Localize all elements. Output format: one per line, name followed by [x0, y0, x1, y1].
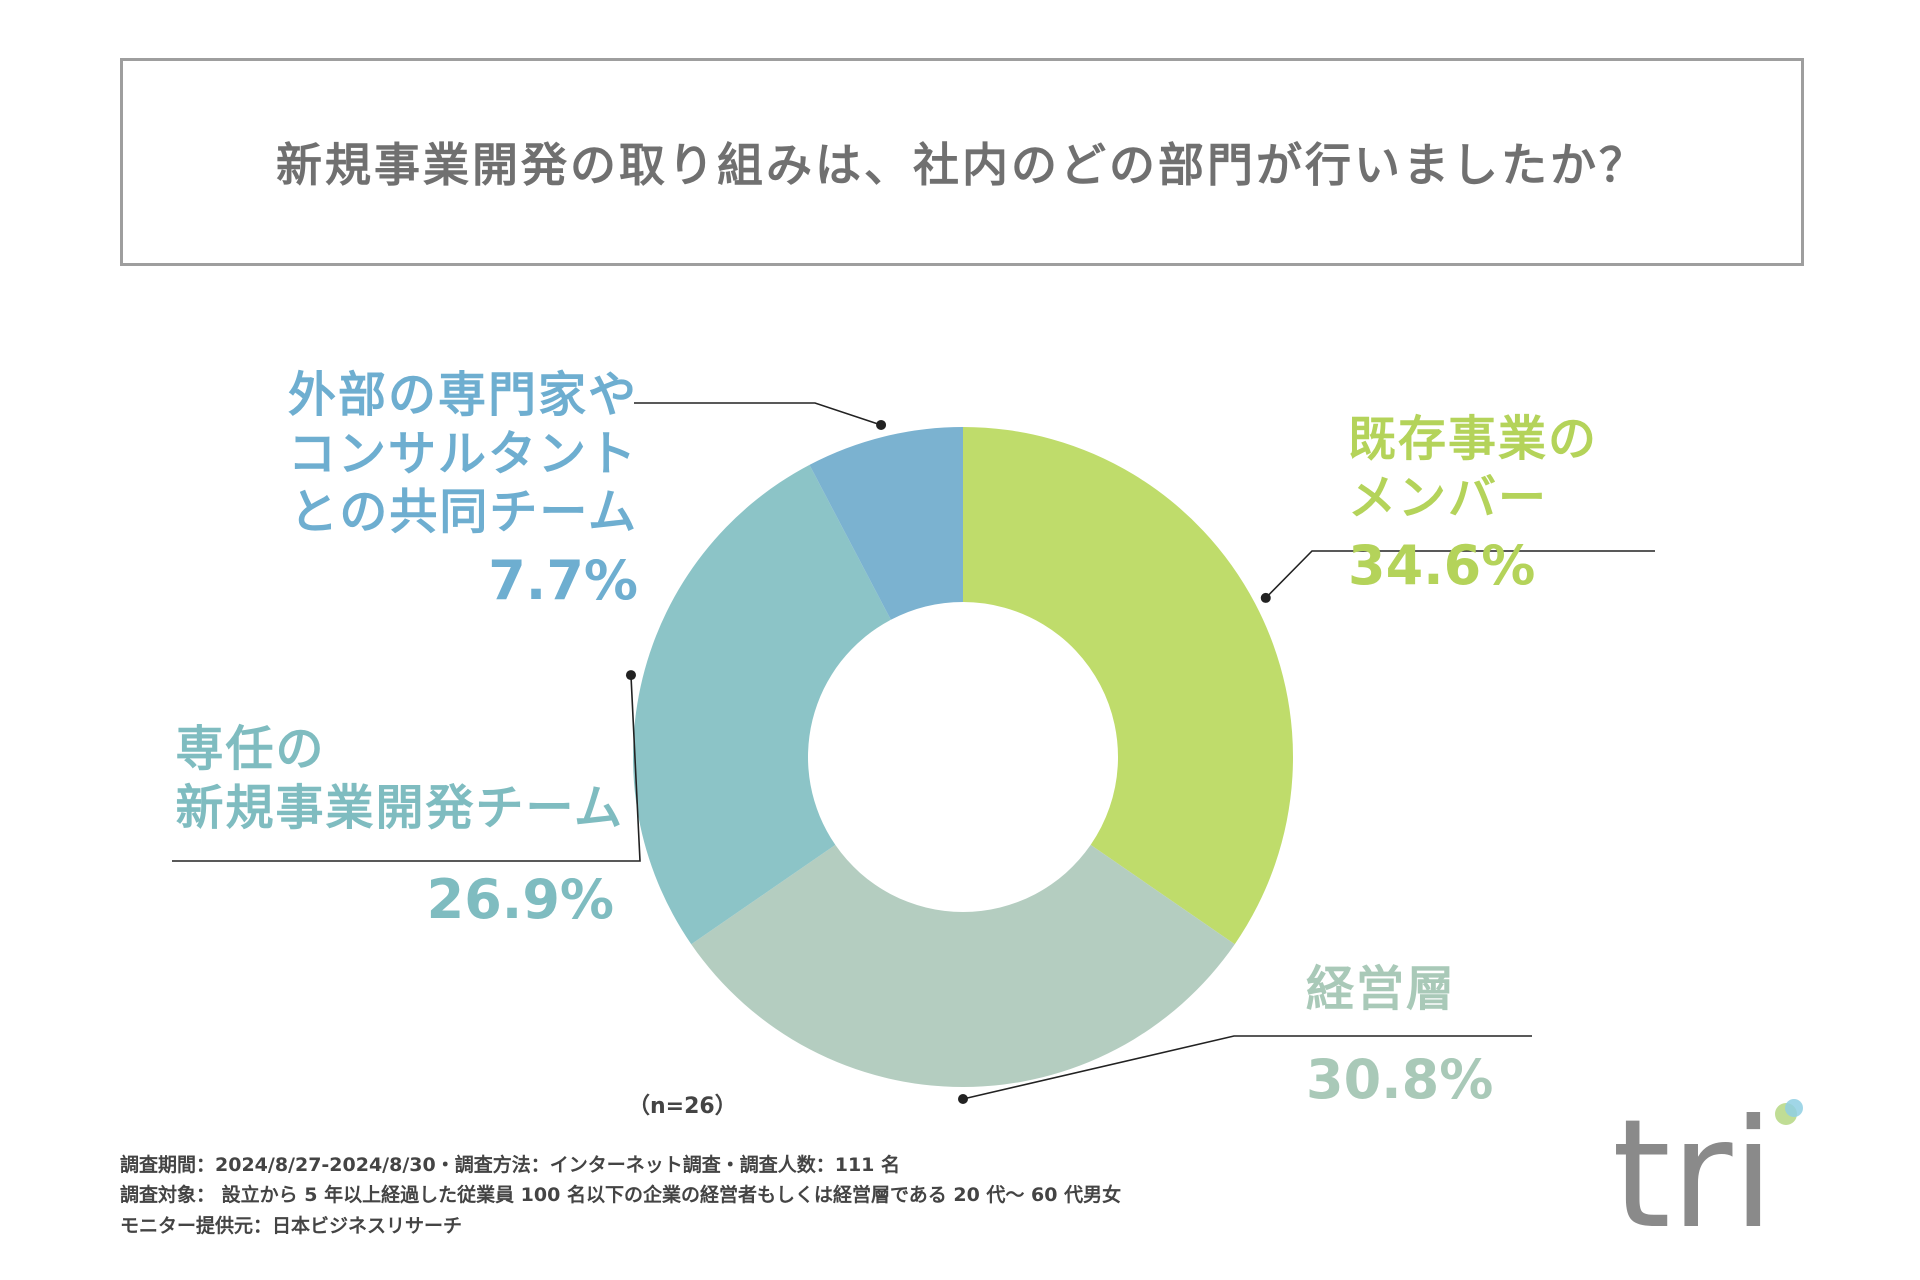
footnote-line: 調査期間：2024/8/27-2024/8/30・調査方法：インターネット調査・…	[120, 1154, 901, 1176]
data-label: 7.7%	[488, 548, 638, 612]
label-name-line: との共同チーム	[289, 484, 638, 541]
leader-dot-existing-members	[1260, 592, 1271, 603]
leader-line-dedicated-team	[172, 675, 641, 862]
chart-title: 新規事業開発の取り組みは、社内のどの部門が行いましたか？	[276, 138, 1648, 192]
label-name: 既存事業の メンバー	[1348, 410, 1598, 527]
slice-management	[691, 844, 1235, 1087]
label-name: 経営層	[1306, 960, 1493, 1019]
slice-dedicated-team	[632, 464, 891, 945]
data-label: 34.6%	[1348, 534, 1536, 598]
label-name-line: 外部の専門家や	[287, 367, 638, 423]
leader-dot-external-experts	[876, 419, 887, 430]
leader-dot-dedicated-team	[625, 670, 636, 681]
leader-line-existing-members	[1265, 550, 1655, 599]
label-name-line: メンバー	[1348, 469, 1549, 526]
leader-line-external-experts	[634, 402, 882, 426]
footnote-line: 調査対象： 設立から 5 年以上経過した従業員 100 名以下の企業の経営者もし…	[120, 1184, 1122, 1207]
footnote-line: モニター提供元：日本ビジネスリサーチ	[120, 1214, 463, 1237]
leader-dot-management	[958, 1094, 968, 1104]
label-dedicated-team: 専任の 新規事業開発チーム 26.9%	[175, 720, 624, 933]
slice-existing-members	[963, 427, 1293, 945]
tri-logo: tri	[1612, 1096, 1803, 1236]
slices-group	[632, 427, 1293, 1087]
label-name-line: 専任の	[175, 721, 326, 777]
label-name-line: 経営層	[1306, 961, 1457, 1017]
title-box: 新規事業開発の取り組みは、社内のどの部門が行いましたか？	[120, 58, 1804, 266]
data-label: 30.8%	[1306, 1047, 1494, 1111]
label-external-experts: 外部の専門家や コンサルタント との共同チーム 7.7%	[288, 366, 638, 614]
label-management: 経営層 30.8%	[1306, 960, 1493, 1112]
logo-text: tri	[1612, 1096, 1774, 1236]
label-name-line: コンサルタント	[287, 425, 638, 482]
label-name-line: 既存事業の	[1348, 411, 1599, 467]
sample-size: （n=26）	[628, 1094, 737, 1119]
label-name-line: 新規事業開発チーム	[175, 779, 624, 836]
data-label: 26.9%	[426, 868, 614, 932]
leader-lines-group	[172, 402, 1655, 1104]
label-existing-members: 既存事業の メンバー 34.6%	[1348, 410, 1598, 599]
slice-external-experts	[809, 427, 963, 620]
leader-line-management	[962, 1035, 1532, 1100]
footnotes: 調査期間：2024/8/27-2024/8/30・調査方法：インターネット調査・…	[120, 1150, 1121, 1241]
label-name: 専任の 新規事業開発チーム	[175, 720, 624, 837]
label-name: 外部の専門家や コンサルタント との共同チーム	[288, 366, 638, 542]
logo-dot-icon	[1785, 1099, 1803, 1117]
